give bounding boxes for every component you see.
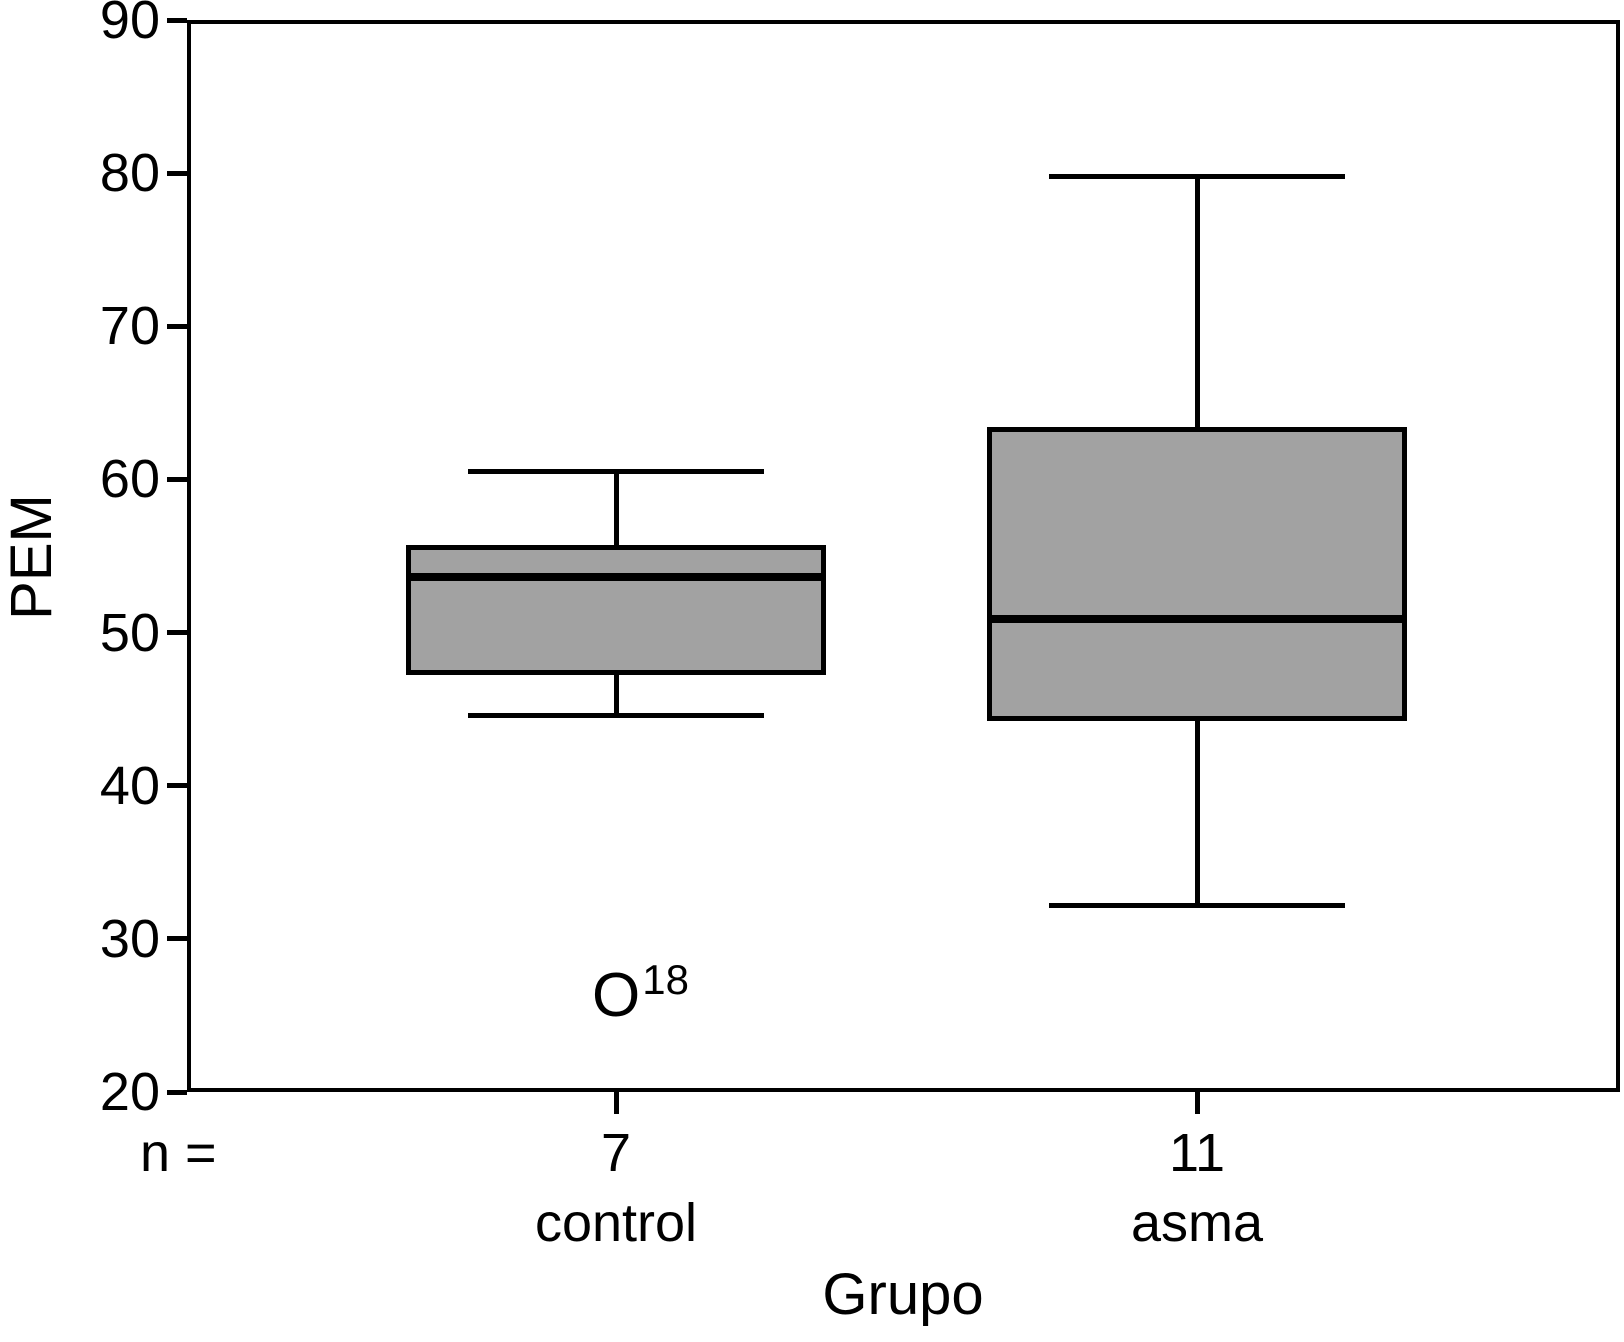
y-tick-mark — [167, 170, 187, 176]
outlier-marker: O18 — [592, 959, 689, 1027]
y-tick-label: 30 — [99, 908, 160, 969]
whisker-line-upper — [613, 471, 619, 546]
whisker-line-lower — [613, 675, 619, 716]
y-tick-mark — [167, 17, 187, 23]
y-tick-label: 20 — [99, 1062, 160, 1122]
y-tick-mark — [167, 783, 187, 789]
whisker-cap-upper — [468, 469, 764, 475]
y-tick-label: 60 — [99, 449, 160, 510]
y-tick-mark — [167, 936, 187, 942]
group-name-label: control — [534, 1193, 698, 1253]
y-tick-mark — [167, 476, 187, 482]
x-tick-mark — [613, 1092, 619, 1114]
y-tick-mark — [167, 323, 187, 329]
group-name-label: asma — [1130, 1193, 1264, 1253]
y-tick-mark — [167, 630, 187, 636]
y-tick-label: 50 — [99, 602, 160, 663]
whisker-cap-lower — [468, 712, 764, 718]
outlier-case-number: 18 — [642, 956, 689, 1004]
whisker-cap-lower — [1049, 902, 1345, 908]
median-line — [992, 614, 1402, 623]
y-tick-label: 80 — [99, 143, 160, 204]
y-tick-label: 40 — [99, 755, 160, 816]
x-axis-label: Grupo — [822, 1262, 984, 1327]
box-control — [406, 545, 826, 676]
y-tick-mark — [167, 1089, 187, 1095]
outlier-symbol: O — [592, 961, 641, 1031]
x-tick-mark — [1194, 1092, 1200, 1114]
n-equals-label: n = — [140, 1123, 217, 1183]
box-asma — [987, 427, 1407, 722]
whisker-line-lower — [1194, 721, 1200, 906]
y-tick-label: 70 — [99, 296, 160, 357]
y-axis-label: PEM — [0, 494, 64, 620]
group-n-label: 11 — [1168, 1123, 1226, 1183]
median-line — [411, 573, 821, 582]
group-n-label: 7 — [600, 1123, 632, 1183]
y-tick-label: 90 — [99, 0, 160, 50]
whisker-cap-upper — [1049, 173, 1345, 179]
whisker-line-upper — [1194, 176, 1200, 428]
